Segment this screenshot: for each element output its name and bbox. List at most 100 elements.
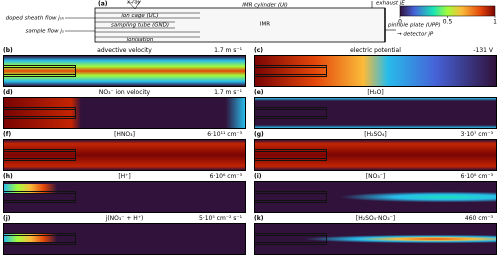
panel-header: (h) [H⁺] 6·10⁶ cm⁻³: [3, 173, 246, 181]
tube-field: [3, 181, 246, 213]
sampling-tube: [4, 191, 77, 203]
panel-scale: -131 V: [473, 47, 493, 54]
panel-title: [H₂SO₄]: [364, 131, 387, 138]
panel-title: [NO₃⁻]: [365, 173, 386, 180]
tube-field: [254, 139, 497, 171]
sampling-tube: [4, 65, 77, 77]
ion-cage: [255, 151, 328, 159]
tube-field: [254, 55, 497, 87]
panel-scale: 6·10⁶ cm⁻³: [209, 173, 242, 180]
sampling-tube: [4, 107, 77, 119]
panel-scale: 5·10⁵ cm⁻² s⁻¹: [199, 215, 242, 222]
panel-header: (j) j(NO₃⁻ + H⁺) 5·10⁵ cm⁻² s⁻¹: [3, 215, 246, 223]
tube-field: [3, 223, 246, 255]
panel-scale: 460 cm⁻³: [464, 215, 493, 222]
panel-header: (d) NO₃⁻ ion velocity 1.7 m s⁻¹: [3, 89, 246, 97]
sampling-tube: [255, 191, 328, 203]
colorbar-tick-label: 0.5: [443, 19, 453, 26]
panel: (c) electric potential -131 V: [254, 47, 497, 88]
schematic-label: pinhole plate (UPP): [387, 23, 441, 29]
panel-letter: (b): [3, 47, 13, 54]
sampling-tube: [255, 149, 328, 161]
panel: (j) j(NO₃⁻ + H⁺) 5·10⁵ cm⁻² s⁻¹: [3, 215, 246, 256]
panel: (f) [HNO₃] 6·10¹¹ cm⁻³: [3, 131, 246, 172]
field-spot: [4, 233, 58, 242]
ion-cage: [4, 109, 77, 117]
panel-letter: (h): [3, 173, 13, 180]
colorbar-tick-label: 1: [493, 19, 497, 26]
colorbar-tick-label: 0: [398, 19, 402, 26]
ion-cage: [255, 193, 328, 201]
schematic-label: ion cage (UC): [121, 13, 158, 19]
tube-field: [254, 223, 497, 255]
panel: (b) advective velocity 1.7 m s⁻¹: [3, 47, 246, 88]
panel: (e) [H₂O]: [254, 89, 497, 130]
panel-title: NO₃⁻ ion velocity: [98, 89, 151, 96]
panel-letter: (j): [3, 215, 11, 222]
panel-letter: (d): [3, 89, 13, 96]
panel-title: [H₂SO₄·NO₃⁻]: [355, 215, 396, 222]
panel-scale: 1.7 m s⁻¹: [214, 89, 242, 96]
tube-field: [254, 97, 497, 129]
sampling-tube: [4, 149, 77, 161]
sampling-tube: [255, 233, 328, 245]
panel-letter: (e): [254, 89, 264, 96]
ion-cage: [255, 67, 328, 75]
tube-field: [3, 55, 246, 87]
panel-letter: (g): [254, 131, 264, 138]
schematic-label: x-ray: [126, 0, 142, 6]
panel-letter: (k): [254, 215, 264, 222]
ion-cage: [4, 235, 77, 243]
panel: (i) [NO₃⁻] 6·10⁶ cm⁻³: [254, 173, 497, 214]
panel-scale: 1.7 m s⁻¹: [214, 47, 242, 54]
panel-scale: 6·10⁶ cm⁻³: [460, 173, 493, 180]
schematic: (a) doped sheath flow jₛₕ sample flow jₛ x-…: [6, 0, 497, 43]
colorbar: [399, 5, 496, 17]
panel-scale: 3·10⁷ cm⁻³: [460, 131, 493, 138]
panel-scale: 6·10¹¹ cm⁻³: [207, 131, 242, 138]
ion-cage: [255, 109, 328, 117]
schematic-label: IMR cylinder (UI): [242, 3, 288, 9]
tube-field: [254, 181, 497, 213]
panel-header: (i) [NO₃⁻] 6·10⁶ cm⁻³: [254, 173, 497, 181]
schematic-label: IMR: [260, 22, 270, 28]
sampling-tube: [255, 65, 328, 77]
panel: (k) [H₂SO₄·NO₃⁻] 460 cm⁻³: [254, 215, 497, 256]
panel: (d) NO₃⁻ ion velocity 1.7 m s⁻¹: [3, 89, 246, 130]
sampling-tube: [255, 107, 328, 119]
panel-title: j(NO₃⁻ + H⁺): [105, 215, 144, 222]
panel-letter: (c): [254, 47, 264, 54]
ion-cage: [4, 193, 77, 201]
panel-header: (k) [H₂SO₄·NO₃⁻] 460 cm⁻³: [254, 215, 497, 223]
schematic-letter: (a): [98, 1, 108, 8]
panel-title: advective velocity: [97, 47, 152, 54]
panel-title: electric potential: [350, 47, 401, 54]
panel-title: [H₂O]: [367, 89, 384, 96]
panel-header: (f) [HNO₃] 6·10¹¹ cm⁻³: [3, 131, 246, 139]
panel-title: [H⁺]: [118, 173, 131, 180]
panel-header: (e) [H₂O]: [254, 89, 497, 97]
panel-header: (b) advective velocity 1.7 m s⁻¹: [3, 47, 246, 55]
ion-cage: [4, 67, 77, 75]
ion-cage: [255, 235, 328, 243]
schematic-label: ionisation: [127, 37, 154, 43]
imr-cylinder: [94, 7, 386, 43]
field-spot: [4, 183, 58, 193]
panel-letter: (f): [3, 131, 12, 138]
schematic-label: doped sheath flow jₛₕ: [6, 16, 64, 22]
panel: (g) [H₂SO₄] 3·10⁷ cm⁻³: [254, 131, 497, 172]
ion-cage: [4, 151, 77, 159]
schematic-label: → detector jP: [397, 32, 434, 38]
schematic-label: exhaust jE: [376, 1, 405, 7]
panel-header: (g) [H₂SO₄] 3·10⁷ cm⁻³: [254, 131, 497, 139]
sampling-tube: [4, 233, 77, 245]
schematic-label: sample flow jₛ: [26, 29, 65, 35]
panel-header: (c) electric potential -131 V: [254, 47, 497, 55]
panel-title: [HNO₃]: [114, 131, 135, 138]
tube-field: [3, 139, 246, 171]
panel: (h) [H⁺] 6·10⁶ cm⁻³: [3, 173, 246, 214]
tube-field: [3, 97, 246, 129]
schematic-label: sampling tube (GND): [111, 23, 169, 29]
panel-letter: (i): [254, 173, 262, 180]
